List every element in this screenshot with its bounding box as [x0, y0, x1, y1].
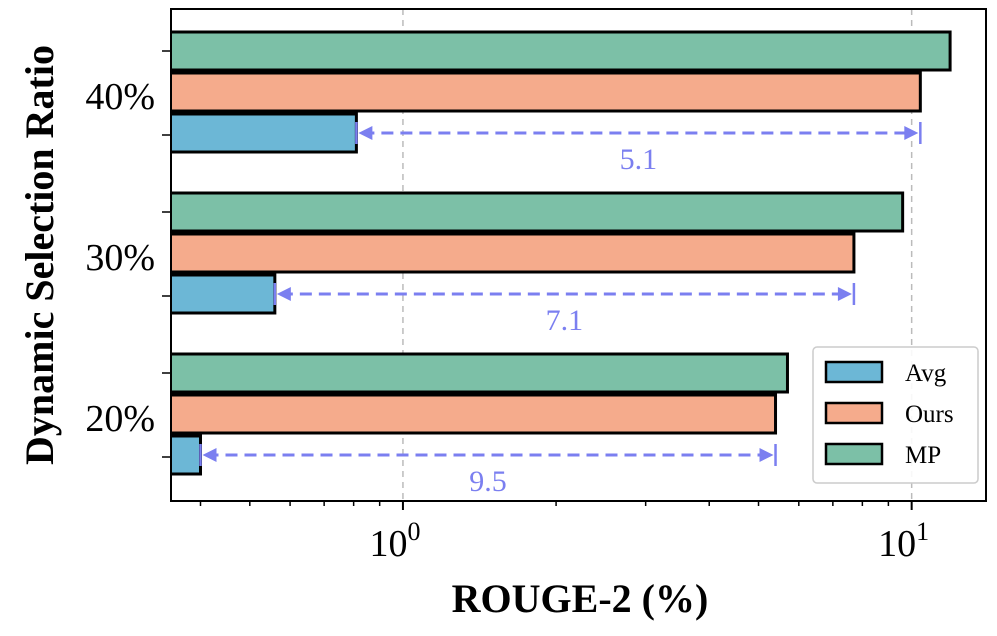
legend-label-avg: Avg [905, 360, 947, 387]
bar-mp-20 [171, 352, 789, 394]
arrow-head-right [837, 287, 852, 301]
gap-label: 5.1 [620, 143, 658, 176]
y-tick-label: 40% [85, 76, 155, 118]
bar-ours-40 [171, 71, 922, 113]
bar-mp-30 [171, 191, 905, 233]
legend-swatch-avg [824, 360, 884, 384]
arrow-head-left [358, 126, 373, 140]
legend-swatch-ours [824, 401, 884, 425]
annotations: 9.5 7.1 5.1 [199, 122, 922, 498]
bar-ours-20 [171, 393, 778, 435]
arrow-head-left [276, 287, 291, 301]
arrow-head-right [904, 126, 919, 140]
arrow-head-right [759, 448, 774, 462]
arrow-head-left [202, 448, 217, 462]
x-axis-label: ROUGE-2 (%) [452, 576, 709, 621]
legend: Avg Ours MP [812, 346, 979, 484]
gap-label: 9.5 [469, 465, 507, 498]
y-axis-label: Dynamic Selection Ratio [17, 45, 62, 465]
bar-avg-40 [171, 112, 358, 154]
legend-swatch-mp [824, 442, 884, 466]
axes: 100 101 20% 30% 40% [85, 50, 929, 565]
bar-avg-30 [171, 273, 277, 315]
legend-label-ours: Ours [905, 401, 954, 428]
gap-label: 7.1 [546, 304, 584, 337]
legend-label-mp: MP [905, 442, 941, 469]
bar-ours-30 [171, 232, 856, 274]
y-tick-label: 20% [85, 398, 155, 440]
bar-mp-40 [171, 30, 952, 72]
x-tick-label: 100 [369, 517, 420, 565]
plot-frame [170, 8, 987, 502]
y-tick-label: 30% [85, 237, 155, 279]
x-tick-label: 101 [878, 517, 929, 565]
bars [171, 30, 952, 476]
